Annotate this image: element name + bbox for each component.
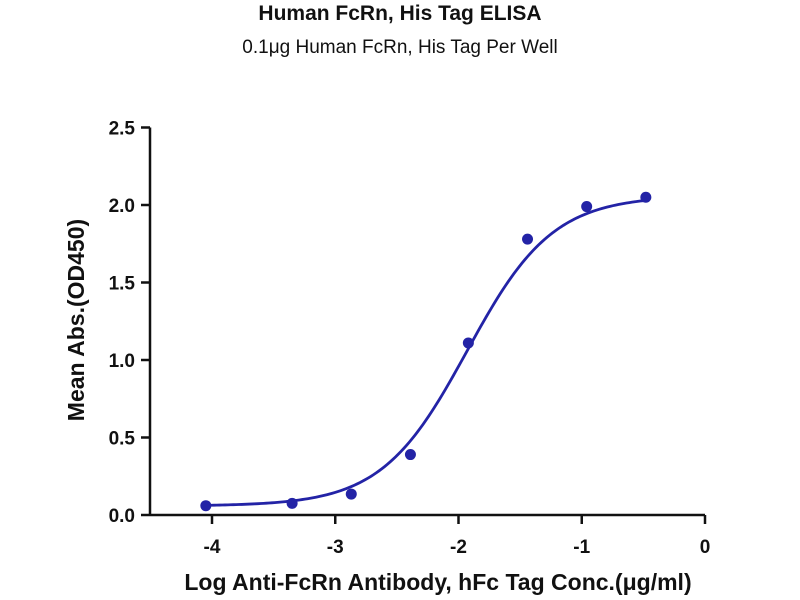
axes: 0.0 0.5 1.0 1.5 2.0 2.5 -4 -3 -2 -1 0 xyxy=(109,119,711,559)
data-point xyxy=(345,488,357,500)
y-axis-title: Mean Abs.(OD450) xyxy=(63,219,89,421)
y-tick-label: 0.5 xyxy=(109,429,136,450)
data-point xyxy=(581,201,593,213)
chart-subtitle: 0.1μg Human FcRn, His Tag Per Well xyxy=(242,37,558,58)
x-tick-label: 0 xyxy=(700,537,711,558)
data-point xyxy=(640,191,652,203)
x-tick-label: -1 xyxy=(573,537,590,558)
fit-curve-layer xyxy=(205,199,646,507)
data-point xyxy=(404,449,416,461)
y-tick-label: 1.0 xyxy=(109,351,135,372)
y-tick-label: 1.5 xyxy=(109,274,136,295)
y-tick-label: 0.0 xyxy=(109,506,135,527)
x-axis-title: Log Anti-FcRn Antibody, hFc Tag Conc.(μg… xyxy=(184,569,691,595)
x-tick-label: -4 xyxy=(204,537,221,558)
data-point xyxy=(462,337,474,349)
x-tick-label: -3 xyxy=(327,537,344,558)
data-point xyxy=(286,497,298,509)
x-tick-label: -2 xyxy=(450,537,467,558)
data-points-layer xyxy=(200,191,652,512)
y-tick-label: 2.5 xyxy=(109,119,136,140)
data-point xyxy=(200,500,212,512)
chart-title: Human FcRn, His Tag ELISA xyxy=(258,2,542,25)
y-tick-label: 2.0 xyxy=(109,196,135,217)
data-point xyxy=(522,233,534,245)
fit-curve xyxy=(205,199,646,507)
